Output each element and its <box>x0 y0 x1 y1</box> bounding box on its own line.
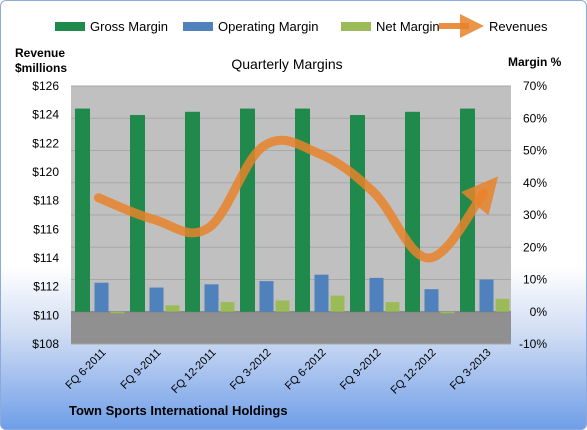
bars <box>75 108 510 314</box>
category-labels: FQ 6-2011 FQ 9-2011 FQ 12-2011 FQ 3-2012 FQ … <box>64 347 494 397</box>
left-tick-label: $118 <box>33 194 59 208</box>
left-axis-ticks: $108 $110 $112 $114 $116 $118 $120 $122 $124 $126 <box>32 79 59 351</box>
category-label: FQ 3-2013 <box>448 347 494 393</box>
footer-title: Town Sports International Holdings <box>69 403 288 418</box>
left-tick-label: $110 <box>33 308 59 322</box>
gross-margin-bar <box>240 108 255 312</box>
gross-margin-bar <box>350 115 365 312</box>
gross-margin-bar <box>405 111 420 312</box>
operating-margin-bar <box>94 282 109 312</box>
net-margin-bar <box>330 295 345 312</box>
left-tick-label: $124 <box>32 108 59 122</box>
legend-label: Net Margin <box>376 19 440 34</box>
legend-swatch <box>341 22 371 31</box>
right-tick-label: 20% <box>523 240 547 254</box>
right-tick-label: 30% <box>523 208 547 222</box>
net-margin-bar <box>440 311 455 314</box>
legend-label: Gross Margin <box>90 19 168 34</box>
category-label: FQ 9-2011 <box>119 347 164 392</box>
right-tick-label: 50% <box>523 144 547 158</box>
gross-margin-bar <box>75 108 90 312</box>
right-tick-label: 0% <box>530 305 548 319</box>
left-axis-label-line1: Revenue <box>15 46 65 60</box>
right-tick-label: 70% <box>523 79 547 93</box>
net-margin-bar <box>110 311 125 314</box>
net-margin-bar <box>165 305 180 312</box>
category-label: FQ 6-2011 <box>64 347 109 392</box>
category-label: FQ 6-2012 <box>283 347 329 393</box>
net-margin-bar <box>385 302 400 312</box>
plot-floor <box>71 312 511 344</box>
legend-swatch <box>55 22 85 31</box>
operating-margin-bar <box>424 289 439 312</box>
left-tick-label: $108 <box>32 337 59 351</box>
category-label: FQ 9-2012 <box>338 347 384 393</box>
right-tick-label: -10% <box>519 337 547 351</box>
legend-label: Operating Margin <box>218 19 318 34</box>
operating-margin-bar <box>314 274 329 312</box>
legend-swatch <box>183 22 213 31</box>
operating-margin-bar <box>204 284 219 312</box>
revenue-line <box>94 135 499 263</box>
net-margin-bar <box>495 298 510 312</box>
left-tick-label: $120 <box>32 165 59 179</box>
net-margin-bar <box>220 302 235 312</box>
left-tick-label: $114 <box>33 251 59 265</box>
right-axis-ticks: -10% 0% 10% 20% 30% 40% 50% 60% 70% <box>519 79 547 351</box>
operating-margin-bar <box>149 287 164 312</box>
net-margin-bar <box>275 300 290 312</box>
right-tick-label: 10% <box>523 273 547 287</box>
category-label: FQ 12-2012 <box>389 347 439 397</box>
operating-margin-bar <box>479 279 494 312</box>
left-tick-label: $122 <box>32 136 59 150</box>
gross-margin-bar <box>295 108 310 312</box>
left-axis-label-line2: $millions <box>15 61 67 75</box>
right-axis-label: Margin % <box>508 55 562 69</box>
legend-label: Revenues <box>489 19 548 34</box>
chart-title: Quarterly Margins <box>231 56 342 72</box>
category-label: FQ 3-2012 <box>228 347 274 393</box>
category-label: FQ 12-2011 <box>169 347 218 396</box>
right-tick-label: 40% <box>523 176 547 190</box>
legend: Gross Margin Operating Margin Net Margin Re… <box>55 14 548 38</box>
right-tick-label: 60% <box>523 111 547 125</box>
left-tick-label: $112 <box>33 280 59 294</box>
left-tick-label: $116 <box>33 222 59 236</box>
revenue-series-line <box>94 135 499 263</box>
gross-margin-bar <box>185 111 200 312</box>
left-tick-label: $126 <box>32 79 59 93</box>
operating-margin-bar <box>369 277 384 312</box>
operating-margin-bar <box>259 281 274 312</box>
